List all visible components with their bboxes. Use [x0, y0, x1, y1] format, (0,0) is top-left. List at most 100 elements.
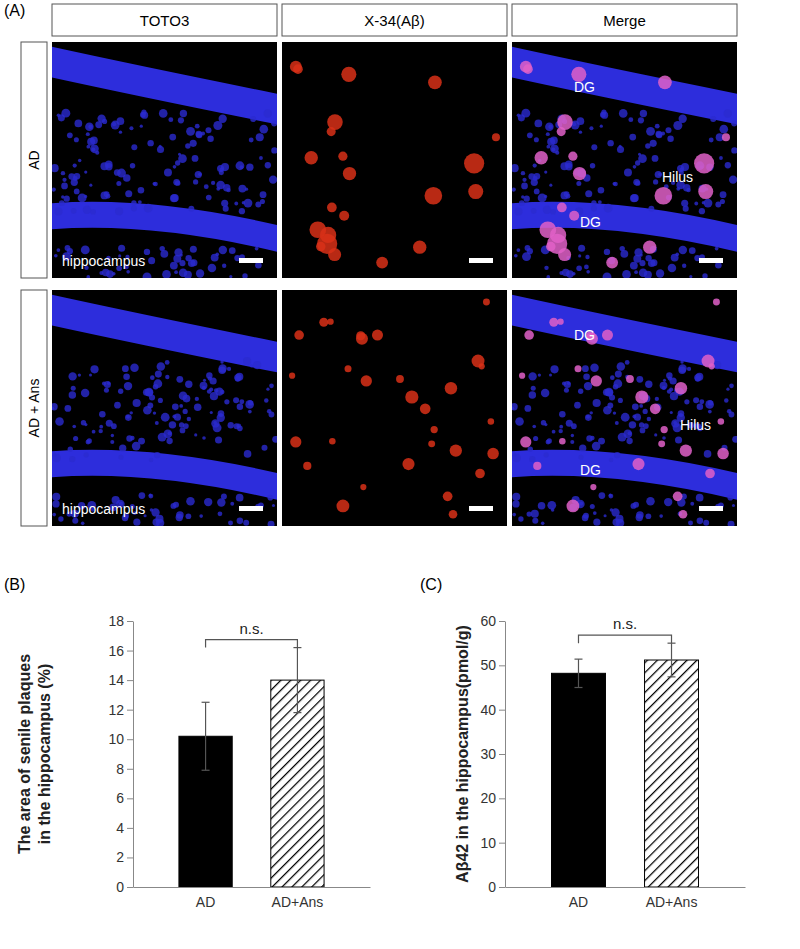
- nucleus-speck: [144, 204, 153, 213]
- nucleus-speck: [544, 266, 548, 270]
- nucleus-speck: [527, 133, 533, 139]
- nucleus-speck: [579, 501, 583, 505]
- y-axis: 024681012141618: [108, 613, 133, 895]
- plaque-speck: [535, 151, 548, 164]
- nucleus-speck: [131, 200, 136, 205]
- nucleus-speck: [678, 410, 685, 417]
- annotation: n.s.: [239, 620, 263, 637]
- nucleus-speck: [105, 194, 110, 199]
- column-header-box: [282, 4, 507, 36]
- plaque-speck: [557, 319, 563, 325]
- plaque-speck: [658, 76, 672, 90]
- nucleus-speck: [531, 208, 537, 214]
- nucleus-speck: [703, 520, 709, 526]
- micrograph: [512, 42, 737, 278]
- nucleus-speck: [687, 367, 691, 371]
- micrograph: [282, 290, 507, 526]
- error-bar-cap: [574, 659, 582, 660]
- y-tick-mark: [499, 754, 505, 755]
- y-tick-label: 6: [116, 790, 124, 806]
- nucleus-speck: [173, 165, 177, 169]
- nucleus-speck: [78, 373, 81, 376]
- plaque-speck: [449, 510, 458, 519]
- nucleus-speck: [670, 411, 673, 414]
- nucleus-speck: [69, 456, 75, 462]
- nucleus-speck: [218, 511, 223, 516]
- nucleus-speck: [515, 417, 524, 426]
- x-tick-label: AD+Ans: [646, 894, 698, 910]
- micrograph: [282, 42, 507, 278]
- y-tick-mark: [127, 621, 133, 622]
- nucleus-speck: [668, 264, 677, 273]
- nucleus-speck: [620, 250, 628, 258]
- nucleus-speck: [245, 188, 248, 191]
- nucleus-speck: [731, 147, 737, 153]
- nucleus-speck: [708, 410, 712, 414]
- nucleus-speck: [265, 162, 271, 168]
- nucleus-speck: [664, 498, 672, 506]
- nucleus-speck: [87, 138, 95, 146]
- nucleus-speck: [171, 194, 179, 202]
- plaque-speck: [722, 133, 730, 141]
- nucleus-speck: [732, 436, 737, 443]
- nucleus-speck: [578, 455, 583, 460]
- y-tick-label: 10: [108, 731, 124, 747]
- nucleus-speck: [183, 409, 188, 414]
- nucleus-speck: [533, 163, 537, 167]
- nucleus-speck: [219, 246, 227, 254]
- nucleus-speck: [161, 413, 170, 422]
- nucleus-speck: [218, 410, 225, 417]
- nucleus-speck: [669, 387, 673, 391]
- nucleus-speck: [81, 389, 89, 397]
- nucleus-speck: [179, 404, 183, 408]
- plaque-speck: [591, 375, 602, 386]
- nucleus-speck: [162, 270, 171, 278]
- micrograph: [52, 290, 277, 526]
- nucleus-speck: [178, 117, 184, 123]
- nucleus-speck: [228, 422, 234, 428]
- y-tick-mark: [127, 651, 133, 652]
- nucleus-speck: [170, 262, 178, 270]
- scale-bar: [239, 258, 263, 263]
- plaque-speck: [673, 491, 683, 501]
- nucleus-speck: [514, 254, 518, 258]
- nucleus-speck: [52, 188, 56, 192]
- nucleus-speck: [604, 204, 613, 213]
- plaque-speck: [483, 298, 490, 305]
- nucleus-speck: [590, 504, 595, 509]
- micrograph: [52, 42, 277, 278]
- bar: [645, 660, 699, 887]
- nucleus-speck: [636, 514, 643, 521]
- nucleus-speck: [194, 403, 202, 411]
- nucleus-speck: [174, 270, 178, 274]
- nucleus-speck: [676, 187, 680, 191]
- y-tick-mark: [499, 843, 505, 844]
- nucleus-speck: [95, 151, 99, 155]
- micrograph: [512, 290, 737, 526]
- plaque-speck: [396, 375, 404, 383]
- nucleus-speck: [727, 495, 733, 501]
- nucleus-speck: [114, 402, 121, 409]
- nucleus-speck: [538, 194, 547, 203]
- nucleus-speck: [590, 411, 593, 414]
- nucleus-speck: [226, 188, 230, 192]
- nucleus-speck: [599, 492, 606, 499]
- nucleus-speck: [538, 502, 546, 510]
- plaque-speck: [290, 436, 301, 447]
- nuclear-band: [52, 60, 277, 112]
- nucleus-speck: [729, 176, 737, 184]
- nucleus-speck: [629, 421, 636, 428]
- nucleus-speck: [196, 269, 204, 277]
- nucleus-speck: [710, 116, 716, 122]
- nucleus-speck: [166, 438, 172, 444]
- nucleus-speck: [728, 521, 735, 526]
- plaque-speck: [567, 500, 580, 513]
- plaque-speck: [376, 257, 388, 269]
- nucleus-speck: [532, 518, 538, 524]
- nucleus-speck: [610, 375, 615, 380]
- nucleus-speck: [579, 130, 582, 133]
- nucleus-speck: [131, 206, 137, 212]
- nucleus-speck: [584, 382, 592, 390]
- nucleus-speck: [665, 127, 671, 133]
- nucleus-speck: [720, 191, 727, 198]
